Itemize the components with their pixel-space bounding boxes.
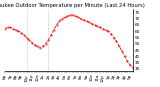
Text: Milwaukee Outdoor Temperature per Minute (Last 24 Hours): Milwaukee Outdoor Temperature per Minute…: [0, 3, 145, 8]
